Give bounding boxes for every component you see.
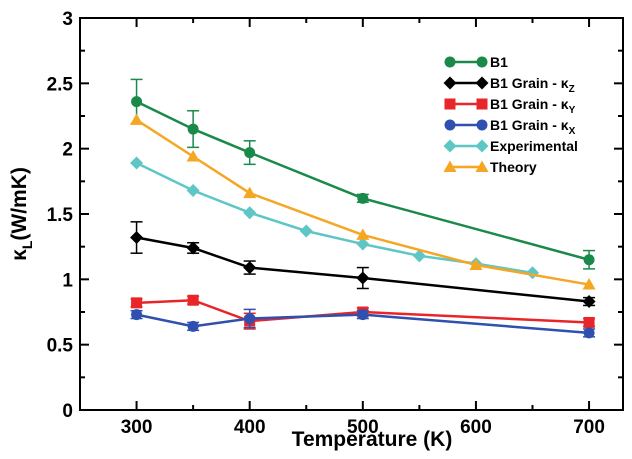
series-4 (130, 156, 539, 280)
legend-label: Experimental (490, 138, 578, 154)
series-line (135, 118, 590, 286)
data-point (131, 297, 143, 309)
data-point (187, 320, 199, 332)
y-tick-label: 1 (62, 270, 73, 291)
legend-entry-2: B1 Grain - κY (444, 96, 576, 116)
y-axis-title: κL(W/mK) (8, 167, 35, 261)
data-point (131, 96, 143, 108)
legend-marker (443, 160, 457, 172)
legend-marker (476, 119, 488, 131)
x-tick-label: 700 (573, 417, 605, 438)
series-1 (130, 221, 596, 309)
data-point (130, 113, 144, 125)
data-point (356, 237, 370, 251)
y-tick-label: 0.5 (47, 336, 74, 357)
legend-entry-5: Theory (443, 159, 537, 175)
legend-entry-3: B1 Grain - κX (444, 117, 576, 137)
legend-marker (444, 119, 456, 131)
data-point (130, 156, 144, 170)
data-point (244, 313, 256, 325)
data-point (186, 150, 200, 162)
axes: 300 400 500 600 700 0 0.5 1 1.5 2 2.5 3 (47, 9, 624, 438)
legend-marker (476, 56, 488, 68)
series-0 (130, 78, 596, 270)
data-point (356, 228, 370, 240)
legend-marker (443, 76, 457, 90)
series-5 (130, 113, 596, 290)
y-tick-label: 2.5 (47, 74, 74, 95)
data-point (583, 316, 595, 328)
legend-marker (443, 139, 457, 153)
x-axis-title: Temperature (K) (292, 428, 453, 451)
x-tick-label: 600 (460, 417, 492, 438)
legend-label: Theory (490, 159, 537, 175)
data-point (244, 147, 256, 159)
data-point (187, 123, 199, 135)
svg-text:κL(W/mK): κL(W/mK) (8, 167, 35, 261)
data-point (186, 183, 200, 197)
y-axis-title-base: κ (8, 249, 31, 261)
x-tick-label: 300 (121, 417, 153, 438)
legend-entry-4: Experimental (443, 138, 578, 154)
legend-entry-0: B1 (444, 54, 508, 70)
x-tick-label: 400 (234, 417, 266, 438)
data-point (583, 254, 595, 266)
data-point (299, 224, 313, 238)
data-point (356, 271, 370, 285)
legend-marker (475, 160, 489, 172)
series-3 (130, 308, 596, 339)
y-tick-label: 1.5 (47, 205, 74, 226)
data-point (582, 278, 596, 290)
y-axis-title-sub: L (19, 240, 35, 249)
data-point (187, 294, 199, 306)
data-point (186, 241, 200, 255)
data-point (469, 258, 483, 270)
legend-marker (444, 56, 456, 68)
legend-marker (444, 98, 456, 110)
legend-marker (475, 139, 489, 153)
legend-label: B1 (490, 54, 508, 70)
data-point (243, 186, 257, 199)
x-tick-label: 500 (347, 417, 379, 438)
data-point (243, 261, 257, 275)
series-line (136, 161, 533, 275)
y-axis-title-rest: (W/mK) (8, 167, 31, 240)
data-point (412, 249, 426, 263)
data-point (243, 206, 257, 220)
legend-label: B1 Grain - κZ (490, 75, 575, 95)
data-point (131, 309, 143, 321)
y-tick-label: 2 (62, 140, 73, 161)
legend-entry-1: B1 Grain - κZ (443, 75, 575, 95)
legend-label: B1 Grain - κX (490, 117, 576, 137)
legend-label: B1 Grain - κY (490, 96, 576, 116)
y-tick-label: 0 (62, 401, 73, 422)
data-point (357, 192, 369, 204)
legend-marker (475, 76, 489, 90)
data-point (357, 309, 369, 321)
y-tick-label: 3 (62, 9, 73, 30)
data-point (583, 327, 595, 339)
data-point (582, 295, 596, 309)
data-point (130, 231, 144, 245)
plot-series (130, 78, 596, 339)
legend-marker (476, 98, 488, 110)
